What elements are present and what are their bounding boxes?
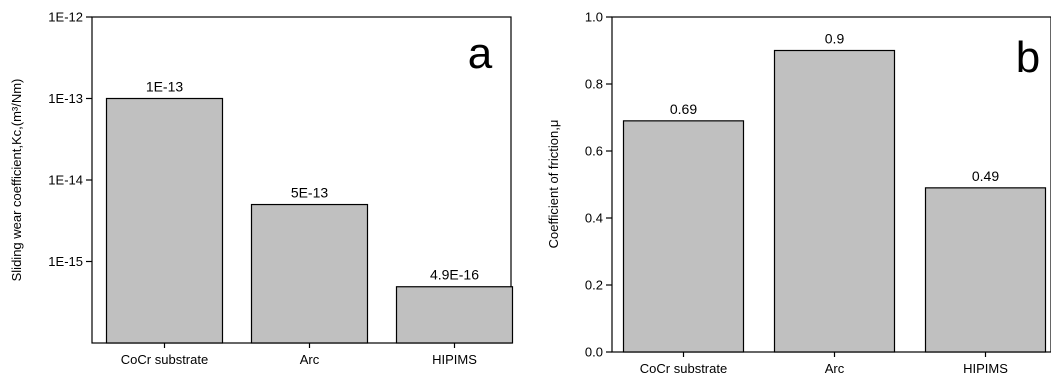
y-tick-label: 1E-15 (48, 254, 83, 269)
x-tick-label: CoCr substrate (121, 352, 208, 367)
y-tick-label: 1E-12 (48, 10, 83, 25)
bar (105, 97, 224, 344)
y-axis-label: Sliding wear coefficient,Kc,(m³/Nm) (9, 79, 24, 282)
x-tick-label: CoCr substrate (640, 361, 727, 376)
bar (924, 187, 1047, 353)
data-label: 0.9 (825, 31, 845, 47)
y-tick-label: 0.8 (585, 77, 603, 92)
x-tick-label: HIPIMS (432, 352, 477, 367)
x-tick-label: Arc (300, 352, 320, 367)
bar (395, 286, 514, 344)
data-label: 5E-13 (291, 185, 329, 201)
bar (250, 203, 369, 344)
data-label: 0.49 (972, 168, 999, 184)
y-tick-label: 1.0 (585, 10, 603, 25)
data-label: 0.69 (670, 101, 697, 117)
panel-b-marks: 0.0 0.2 0.4 0.6 0.8 1.0 0.69 CoCr substrate 0.9 A… (585, 10, 1047, 376)
y-tick-label: 0.6 (585, 144, 603, 159)
panel-a: a Sliding wear coefficient,Kc,(m³/Nm) 1E… (9, 10, 514, 367)
y-tick-label: 0.4 (585, 211, 603, 226)
x-tick-label: HIPIMS (963, 361, 1008, 376)
y-tick-label: 1E-14 (48, 173, 83, 188)
bar (622, 120, 745, 353)
panel-b: b Coefficient of friction,μ 0.0 0.2 0.4 0.6… (546, 10, 1051, 376)
panel-a-marks: 1E-12 1E-13 1E-14 1E-15 1E-13 CoCr substrate 5… (48, 10, 514, 367)
data-label: 4.9E-16 (430, 267, 479, 283)
panel-letter: a (468, 29, 493, 78)
y-tick-label: 0.2 (585, 278, 603, 293)
y-tick-label: 1E-13 (48, 91, 83, 106)
y-tick-label: 0.0 (585, 345, 603, 360)
y-axis-label: Coefficient of friction,μ (546, 120, 561, 249)
data-label: 1E-13 (146, 79, 184, 95)
bar (773, 49, 896, 353)
panel-letter: b (1016, 33, 1040, 82)
x-tick-label: Arc (825, 361, 845, 376)
